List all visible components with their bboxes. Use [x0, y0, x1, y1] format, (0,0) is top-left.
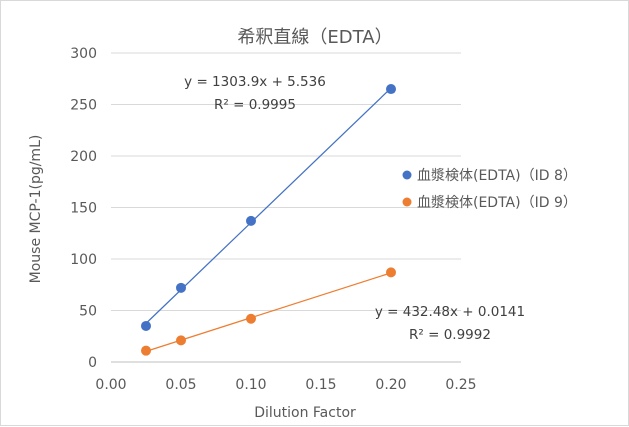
y-tick-label: 50 — [79, 304, 97, 320]
gridlines — [111, 52, 461, 363]
r-squared-id9: R² = 0.9992 — [409, 327, 491, 343]
chart-title: 希釈直線（EDTA） — [237, 27, 392, 48]
x-axis-title: Dilution Factor — [254, 405, 356, 421]
trendline-series-0 — [145, 87, 392, 324]
legend-label-id8: 血漿検体(EDTA)（ID 8） — [417, 168, 577, 184]
trendline-equation-id9: y = 432.48x + 0.0141 R² = 0.9992 — [375, 304, 525, 343]
equation-id9: y = 432.48x + 0.0141 — [375, 304, 525, 320]
data-point-series-1 — [386, 267, 396, 278]
y-tick-label: 200 — [70, 149, 97, 165]
x-tick-label: 0.05 — [165, 377, 196, 393]
data-point-series-1 — [141, 345, 151, 356]
x-tick-label: 0.00 — [95, 377, 126, 393]
legend-marker-id8 — [402, 170, 412, 180]
trendline-series-1 — [145, 272, 392, 352]
data-point-series-0 — [246, 215, 256, 226]
legend: 血漿検体(EDTA)（ID 8） 血漿検体(EDTA)（ID 9） — [402, 168, 577, 211]
y-axis-title: Mouse MCP-1(pg/mL) — [28, 135, 44, 284]
equation-id8: y = 1303.9x + 5.536 — [184, 74, 326, 90]
data-points — [141, 84, 396, 356]
x-tick-label: 0.20 — [375, 377, 406, 393]
tick-labels: 0 50 100 150 200 250 300 0.00 0.05 0.10 0.15 0.20 0.… — [70, 46, 476, 393]
r-squared-id8: R² = 0.9995 — [214, 97, 296, 113]
y-tick-label: 250 — [70, 98, 97, 114]
data-point-series-1 — [246, 313, 256, 324]
y-tick-label: 0 — [88, 355, 97, 371]
trendline-equation-id8: y = 1303.9x + 5.536 R² = 0.9995 — [184, 74, 326, 113]
trendlines — [145, 87, 392, 352]
data-point-series-0 — [141, 320, 151, 331]
legend-label-id9: 血漿検体(EDTA)（ID 9） — [417, 195, 577, 211]
x-tick-label: 0.25 — [445, 377, 476, 393]
legend-marker-id9 — [402, 197, 412, 207]
data-point-series-1 — [176, 335, 186, 346]
y-tick-label: 150 — [70, 201, 97, 217]
data-point-series-0 — [386, 84, 396, 95]
x-tick-label: 0.15 — [305, 377, 336, 393]
y-tick-label: 300 — [70, 46, 97, 62]
x-tick-label: 0.10 — [235, 377, 266, 393]
data-point-series-0 — [176, 282, 186, 293]
y-tick-label: 100 — [70, 252, 97, 268]
